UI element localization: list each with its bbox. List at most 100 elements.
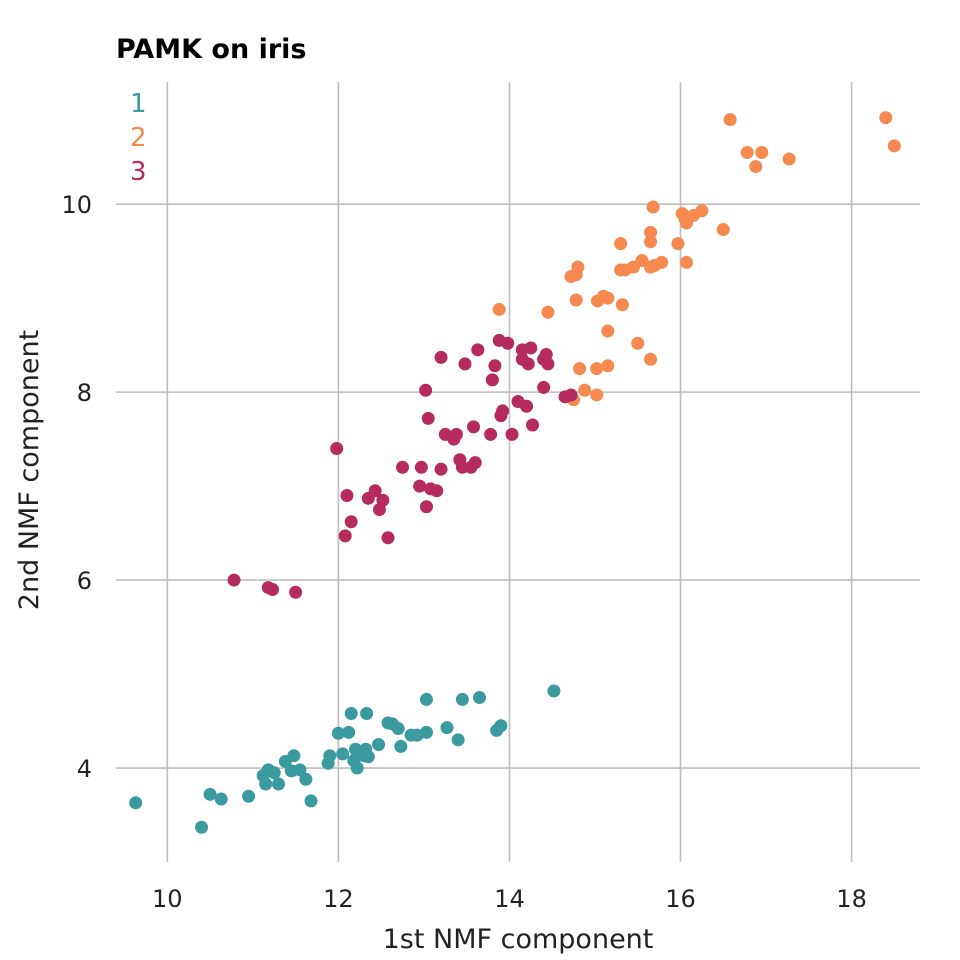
data-point-cluster-1 [547,684,561,698]
y-tick-label: 6 [77,567,92,595]
chart-title: PAMK on iris [116,34,306,65]
data-point-cluster-2 [679,255,693,269]
data-point-cluster-2 [615,298,629,312]
data-point-cluster-2 [571,260,585,274]
data-point-cluster-1 [394,739,408,753]
data-point-cluster-2 [716,223,730,237]
data-point-cluster-3 [541,357,555,371]
grid-lines [116,82,920,862]
data-point-cluster-1 [242,789,256,803]
data-point-cluster-2 [887,139,901,153]
data-point-cluster-3 [413,479,427,493]
y-tick-label: 10 [61,191,92,219]
data-point-cluster-2 [601,359,615,373]
data-point-cluster-3 [537,380,551,394]
data-point-cluster-2 [644,352,658,366]
data-point-cluster-3 [434,462,448,476]
data-point-cluster-2 [879,111,893,125]
data-point-cluster-3 [419,500,433,514]
data-point-cluster-2 [614,237,628,251]
data-point-cluster-1 [419,692,433,706]
data-point-cluster-1 [455,692,469,706]
data-point-cluster-2 [590,362,604,376]
data-point-cluster-2 [655,255,669,269]
x-tick-label: 16 [665,885,696,913]
data-point-cluster-3 [505,427,519,441]
data-point-cluster-3 [289,585,303,599]
data-point-cluster-3 [471,343,485,357]
data-point-cluster-2 [601,324,615,338]
data-point-cluster-3 [368,484,382,498]
data-point-cluster-3 [266,582,280,596]
data-point-cluster-3 [430,484,444,498]
data-point-cluster-2 [671,237,685,251]
data-point-cluster-1 [293,763,307,777]
data-point-cluster-2 [569,293,583,307]
data-point-cluster-3 [376,493,390,507]
data-point-cluster-3 [467,420,481,434]
data-point-cluster-3 [338,529,352,543]
data-point-cluster-1 [203,787,217,801]
data-point-cluster-1 [323,749,337,763]
legend-entry-3: 3 [130,157,147,187]
data-point-cluster-3 [449,427,463,441]
data-point-cluster-1 [361,750,375,764]
data-point-cluster-2 [573,362,587,376]
data-point-cluster-3 [458,357,472,371]
data-point-cluster-2 [723,113,737,127]
data-point-cluster-1 [360,707,374,721]
data-point-cluster-2 [644,235,658,249]
data-point-cluster-1 [287,749,301,763]
data-point-cluster-3 [485,373,499,387]
data-point-cluster-3 [340,488,354,502]
data-point-cluster-2 [631,336,645,350]
data-point-cluster-3 [484,427,498,441]
data-point-cluster-1 [331,726,345,740]
x-tick-label: 10 [152,885,183,913]
data-points [129,111,901,834]
data-point-cluster-1 [129,796,143,810]
legend-entry-2: 2 [130,123,147,153]
data-point-cluster-3 [330,442,344,456]
data-point-cluster-2 [755,145,769,159]
x-axis-title: 1st NMF component [383,924,654,955]
data-point-cluster-1 [272,777,286,791]
y-tick-label: 4 [77,755,92,783]
data-point-cluster-2 [590,388,604,402]
data-point-cluster-2 [782,152,796,166]
data-point-cluster-3 [488,359,502,373]
data-point-cluster-2 [646,200,660,214]
data-point-cluster-3 [564,388,578,402]
data-point-cluster-2 [740,145,754,159]
data-point-cluster-1 [440,721,454,735]
data-point-cluster-3 [468,456,482,470]
data-point-cluster-1 [372,738,386,752]
data-point-cluster-1 [267,766,281,780]
data-point-cluster-1 [350,761,364,775]
data-point-cluster-3 [396,460,410,474]
tick-labels: 10 12 14 16 18 4 6 8 10 [61,191,866,913]
data-point-cluster-2 [749,160,763,174]
x-tick-label: 18 [836,885,867,913]
data-point-cluster-3 [344,515,358,529]
y-axis-title: 2nd NMF component [14,330,45,610]
data-point-cluster-2 [644,225,658,239]
data-point-cluster-1 [473,691,487,705]
data-point-cluster-3 [521,357,535,371]
x-tick-label: 14 [494,885,525,913]
data-point-cluster-1 [336,747,350,761]
data-point-cluster-3 [227,573,241,587]
data-point-cluster-3 [421,411,435,425]
data-point-cluster-2 [601,291,615,305]
data-point-cluster-1 [451,733,465,747]
data-point-cluster-2 [541,305,555,319]
data-point-cluster-3 [419,383,433,397]
data-point-cluster-2 [492,302,506,316]
data-point-cluster-1 [214,792,228,806]
data-point-cluster-3 [526,418,540,432]
data-point-cluster-3 [414,460,428,474]
data-point-cluster-1 [195,820,209,834]
data-point-cluster-2 [578,383,592,397]
legend-entry-1: 1 [130,89,147,119]
data-point-cluster-3 [496,404,510,418]
